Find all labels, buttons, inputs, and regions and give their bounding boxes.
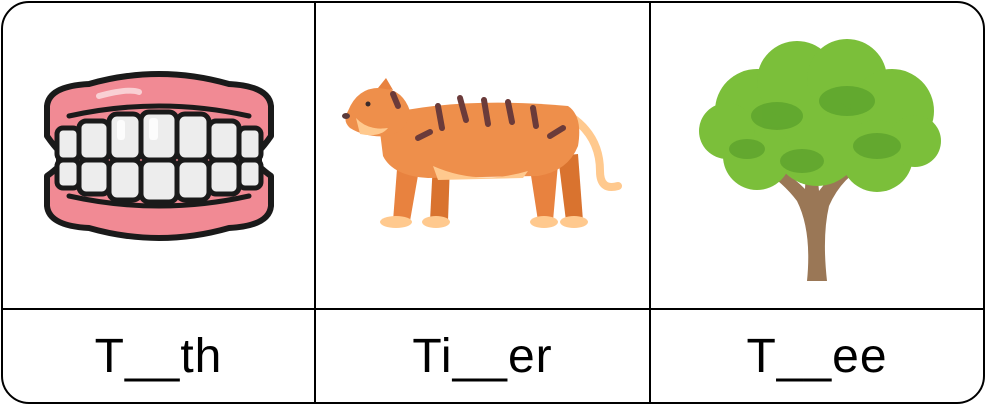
card-1-word: T__th — [3, 310, 316, 402]
card-3-word: T__ee — [746, 329, 888, 383]
tiger-icon — [341, 77, 622, 228]
card-3-image-cell — [651, 3, 983, 310]
card-2-image-cell — [316, 3, 651, 310]
card-2-word: Ti__er — [316, 310, 651, 402]
teeth-icon — [43, 70, 274, 241]
tree-icon — [699, 38, 941, 281]
card-1-image-cell — [3, 3, 316, 310]
